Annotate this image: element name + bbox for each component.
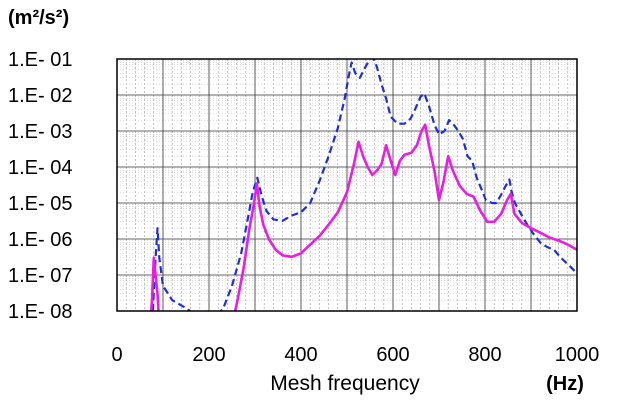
y-tick-label: 1.E- 08 xyxy=(8,301,72,323)
y-tick-label: 1.E- 01 xyxy=(8,49,72,71)
y-tick-label: 1.E- 04 xyxy=(8,157,72,179)
x-tick-label: 400 xyxy=(284,344,317,366)
series-line-2 xyxy=(149,123,577,311)
x-tick-label: 800 xyxy=(468,344,501,366)
y-tick-label: 1.E- 07 xyxy=(8,265,72,287)
y-tick-labels: 1.E- 01 1.E- 02 1.E- 03 1.E- 04 1.E- 05 1.E- … xyxy=(8,49,72,323)
x-tick-label: 0 xyxy=(111,344,122,366)
plot-area-frame xyxy=(116,58,578,312)
y-tick-label: 1.E- 03 xyxy=(8,121,72,143)
x-tick-label: 1000 xyxy=(555,344,600,366)
x-tick-labels: 0 200 400 600 800 1000 xyxy=(111,344,599,366)
y-tick-label: 1.E- 05 xyxy=(8,193,72,215)
y-tick-label: 1.E- 02 xyxy=(8,85,72,107)
chart-grid xyxy=(117,58,577,312)
x-tick-label: 600 xyxy=(376,344,409,366)
x-tick-label: 200 xyxy=(192,344,225,366)
chart-series xyxy=(149,59,577,311)
series-line-1 xyxy=(151,59,577,311)
y-tick-label: 1.E- 06 xyxy=(8,229,72,251)
y-axis-unit: (m²/s²) xyxy=(8,7,69,29)
x-axis-title: Mesh frequency xyxy=(270,372,420,395)
x-axis-unit: (Hz) xyxy=(546,373,584,395)
